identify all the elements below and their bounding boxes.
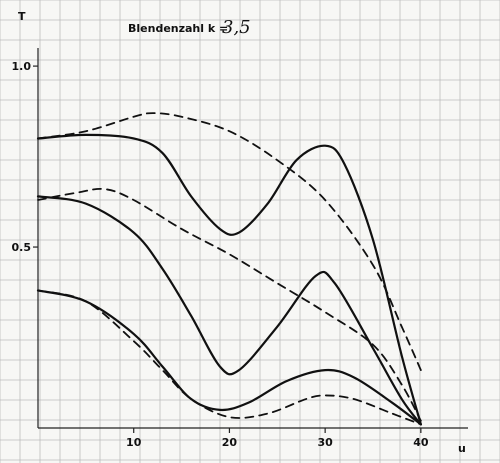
series-line-5 bbox=[36, 289, 422, 426]
series-layer bbox=[36, 112, 422, 426]
series-line-1 bbox=[36, 133, 422, 426]
y-tick-label: 1.0 bbox=[12, 60, 32, 73]
x-tick-label: 10 bbox=[126, 436, 142, 449]
x-tick-label: 30 bbox=[317, 436, 333, 449]
x-axis-title: u bbox=[458, 442, 466, 455]
chart-title-value: 3,5 bbox=[222, 17, 251, 38]
y-axis-title: T bbox=[18, 10, 26, 23]
y-tick-label: 0.5 bbox=[12, 241, 32, 254]
series-line-4 bbox=[37, 187, 422, 422]
series-line-3 bbox=[36, 195, 422, 426]
frame-layer bbox=[37, 48, 468, 429]
chart-title-prefix: Blendenzahl k = bbox=[128, 22, 228, 35]
x-tick-label: 40 bbox=[413, 436, 429, 449]
x-tick-label: 20 bbox=[222, 436, 238, 449]
series-line-2 bbox=[37, 112, 422, 371]
tick-layer: 10 20 30 40 1.0 0.5 bbox=[12, 60, 429, 449]
series-line-6 bbox=[37, 289, 422, 426]
